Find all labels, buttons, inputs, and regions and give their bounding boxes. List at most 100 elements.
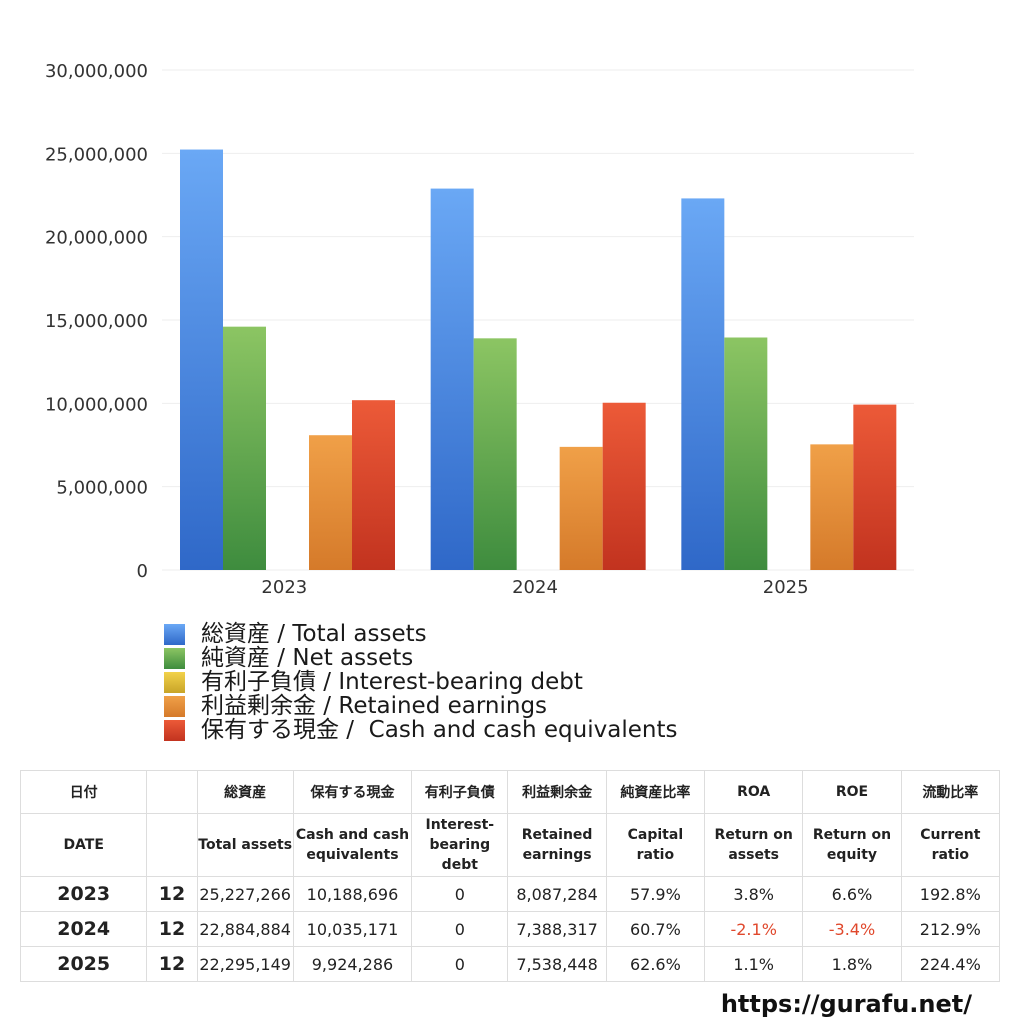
header-cash-en: Cash and cash equivalents <box>292 813 413 877</box>
cell-capital-ratio: 57.9% <box>605 876 706 912</box>
cell-month: 12 <box>146 876 198 912</box>
header-debt-jp: 有利子負債 <box>411 770 509 814</box>
cell-roa: -2.1% <box>704 911 804 947</box>
header-month-en <box>146 813 198 877</box>
y-tick-label: 5,000,000 <box>56 478 148 499</box>
header-cash-jp: 保有する現金 <box>292 770 413 814</box>
y-tick-label: 0 <box>137 561 148 582</box>
header-roe-en: Return on equity <box>802 813 902 877</box>
header-capital-ratio-jp: 純資産比率 <box>605 770 706 814</box>
legend-item-interest-bearing-debt: 有利子負債 / Interest-bearing debt <box>164 670 677 694</box>
cell-retained: 8,087,284 <box>507 876 607 912</box>
cell-roe: 6.6% <box>802 876 902 912</box>
legend-swatch-retained-earnings <box>164 695 185 717</box>
bar-2024-s1 <box>473 338 517 570</box>
bars <box>180 149 897 570</box>
bar-2023-s3 <box>309 435 352 570</box>
header-retained-en: Retained earnings <box>507 813 607 877</box>
bar-2025-s3 <box>810 444 854 570</box>
x-axis-ticks: 2023 2024 2025 <box>261 577 808 598</box>
legend-label-net-assets: 純資産 / Net assets <box>201 645 414 671</box>
financial-table: 日付 総資産 保有する現金 有利子負債 利益剰余金 純資産比率 ROA ROE … <box>19 770 1001 982</box>
header-month-jp <box>146 770 198 814</box>
header-total-assets-jp: 総資産 <box>196 770 294 814</box>
cell-cash: 10,188,696 <box>292 876 413 912</box>
site-url: https://gurafu.net/ <box>720 990 972 1018</box>
cell-total-assets: 22,295,149 <box>196 946 294 982</box>
y-tick-label: 15,000,000 <box>45 311 148 332</box>
cell-roe: 1.8% <box>802 946 902 982</box>
cell-current-ratio: 192.8% <box>900 876 1001 912</box>
bar-2023-s1 <box>223 326 266 570</box>
gridlines <box>162 69 914 571</box>
cell-retained: 7,388,317 <box>507 911 607 947</box>
table-row: 2025 12 22,295,149 9,924,286 0 7,538,448… <box>19 946 1001 982</box>
legend-item-net-assets: 純資産 / Net assets <box>164 646 677 670</box>
bar-2023-s0 <box>180 149 223 570</box>
cell-roe: -3.4% <box>802 911 902 947</box>
bar-2024-s3 <box>559 446 603 570</box>
header-retained-jp: 利益剰余金 <box>507 770 607 814</box>
cell-month: 12 <box>146 911 198 947</box>
chart-legend: 総資産 / Total assets 純資産 / Net assets 有利子負… <box>164 622 677 742</box>
legend-swatch-interest-bearing-debt <box>164 671 185 693</box>
bar-2024-s4 <box>602 402 646 570</box>
cell-roa: 1.1% <box>704 946 804 982</box>
bar-2025-s0 <box>681 198 725 570</box>
cell-roa: 3.8% <box>704 876 804 912</box>
y-axis-ticks: 0 5,000,000 10,000,000 15,000,000 20,000,000… <box>45 61 148 582</box>
cell-capital-ratio: 62.6% <box>605 946 706 982</box>
cell-total-assets: 25,227,266 <box>196 876 294 912</box>
header-date-en: DATE <box>19 813 148 877</box>
cell-month: 12 <box>146 946 198 982</box>
x-tick-label-2024: 2024 <box>512 577 558 598</box>
header-roe-jp: ROE <box>802 770 902 814</box>
legend-label-interest-bearing-debt: 有利子負債 / Interest-bearing debt <box>201 669 583 695</box>
y-tick-label: 30,000,000 <box>45 61 148 82</box>
cell-debt: 0 <box>411 876 509 912</box>
legend-label-cash: 保有する現金 / Cash and cash equivalents <box>201 717 678 743</box>
table-row: 2023 12 25,227,266 10,188,696 0 8,087,28… <box>19 876 1001 912</box>
header-capital-ratio-en: Capital ratio <box>605 813 706 877</box>
header-row-jp: 日付 総資産 保有する現金 有利子負債 利益剰余金 純資産比率 ROA ROE … <box>19 770 1001 814</box>
cell-cash: 10,035,171 <box>292 911 413 947</box>
cell-current-ratio: 212.9% <box>900 911 1001 947</box>
header-current-ratio-en: Current ratio <box>900 813 1001 877</box>
cell-retained: 7,538,448 <box>507 946 607 982</box>
y-tick-label: 20,000,000 <box>45 228 148 249</box>
table-row: 2024 12 22,884,884 10,035,171 0 7,388,31… <box>19 911 1001 947</box>
cell-year: 2024 <box>19 911 148 947</box>
cell-capital-ratio: 60.7% <box>605 911 706 947</box>
legend-label-retained-earnings: 利益剰余金 / Retained earnings <box>201 693 548 719</box>
cell-year: 2025 <box>19 946 148 982</box>
bar-2025-s1 <box>724 337 768 570</box>
header-row-en: DATE Total assets Cash and cash equivale… <box>19 813 1001 877</box>
bar-2025-s4 <box>853 404 897 570</box>
legend-item-total-assets: 総資産 / Total assets <box>164 622 677 646</box>
legend-swatch-total-assets <box>164 623 185 645</box>
legend-label-total-assets: 総資産 / Total assets <box>201 621 427 647</box>
cell-debt: 0 <box>411 911 509 947</box>
cell-debt: 0 <box>411 946 509 982</box>
cell-year: 2023 <box>19 876 148 912</box>
legend-swatch-net-assets <box>164 647 185 669</box>
y-tick-label: 10,000,000 <box>45 394 148 415</box>
header-roa-en: Return on assets <box>704 813 804 877</box>
header-total-assets-en: Total assets <box>196 813 294 877</box>
header-date-jp: 日付 <box>19 770 148 814</box>
x-tick-label-2025: 2025 <box>763 577 809 598</box>
bar-2024-s0 <box>430 188 474 570</box>
bar-2023-s4 <box>352 400 395 570</box>
cell-total-assets: 22,884,884 <box>196 911 294 947</box>
header-current-ratio-jp: 流動比率 <box>900 770 1001 814</box>
bar-chart: 0 5,000,000 10,000,000 15,000,000 20,000,000… <box>45 61 914 598</box>
header-debt-en: Interest-bearing debt <box>411 813 509 877</box>
legend-item-retained-earnings: 利益剰余金 / Retained earnings <box>164 694 677 718</box>
legend-item-cash: 保有する現金 / Cash and cash equivalents <box>164 718 677 742</box>
cell-cash: 9,924,286 <box>292 946 413 982</box>
x-tick-label-2023: 2023 <box>261 577 307 598</box>
header-roa-jp: ROA <box>704 770 804 814</box>
cell-current-ratio: 224.4% <box>900 946 1001 982</box>
legend-swatch-cash <box>164 719 185 741</box>
y-tick-label: 25,000,000 <box>45 144 148 165</box>
